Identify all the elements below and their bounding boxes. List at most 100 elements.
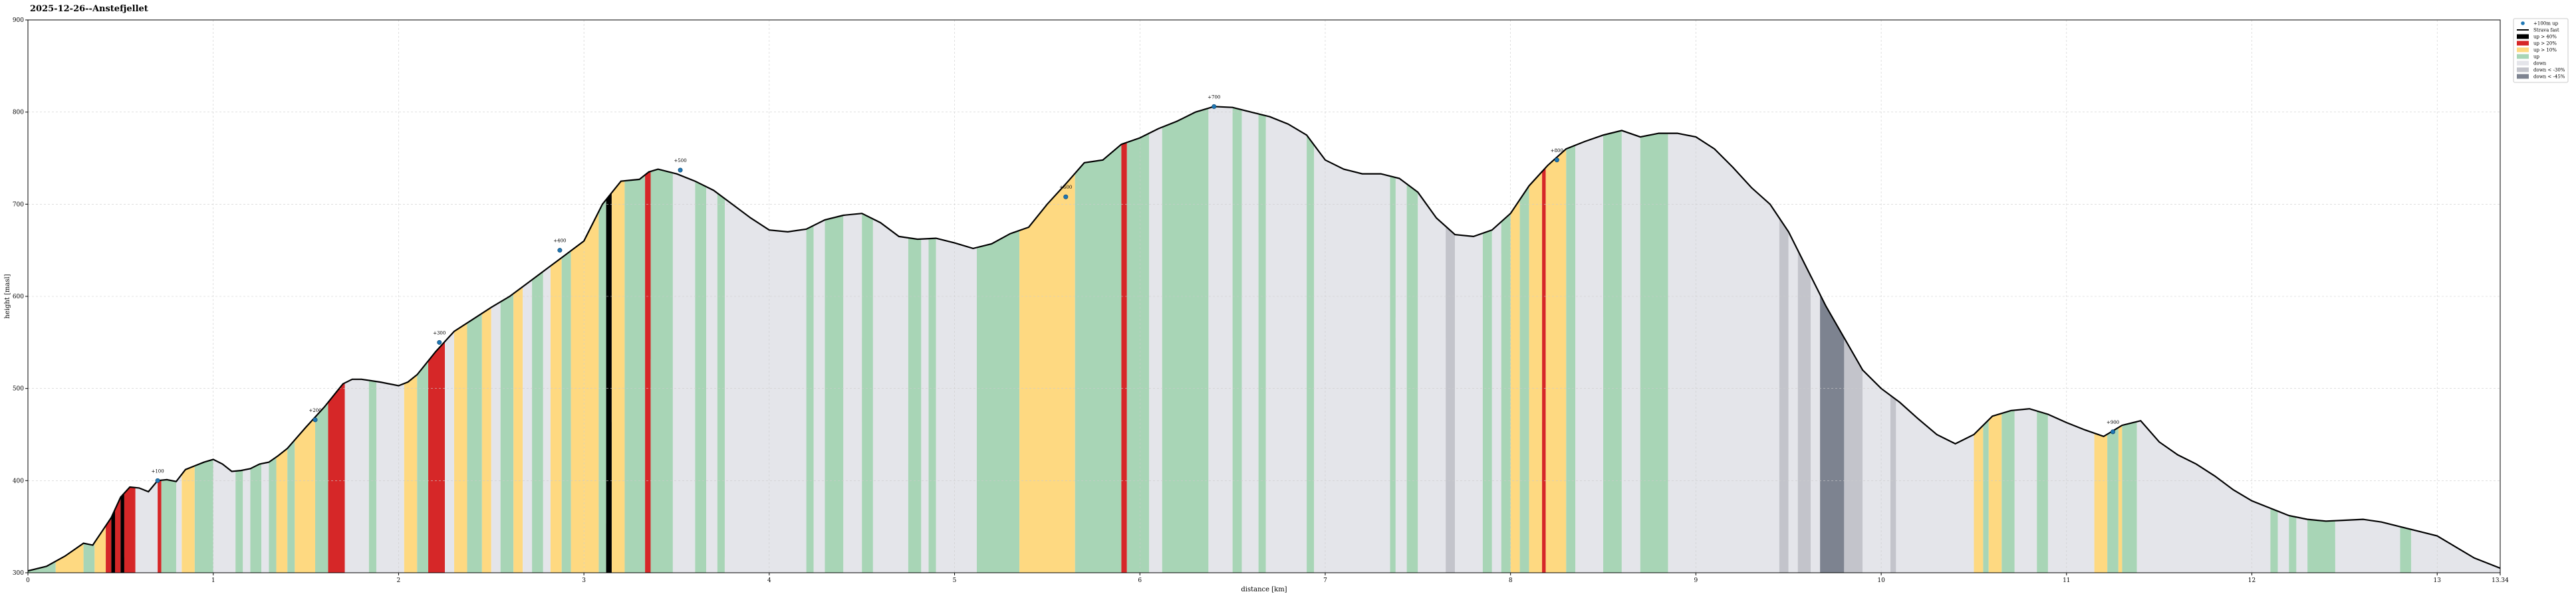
climb-marker: [1212, 104, 1217, 109]
segment-up20: [124, 487, 136, 573]
segment-down: [1896, 399, 1974, 573]
segment-up: [908, 237, 922, 573]
climb-markers: +100 +200 +300 +400 +500 +600 +700 +800 +900: [151, 94, 2119, 483]
segment-down: [872, 219, 908, 573]
climb-marker-label: +800: [1551, 148, 1563, 153]
legend-swatch: [2517, 67, 2529, 72]
segment-up: [467, 313, 482, 573]
climb-marker: [437, 340, 442, 345]
segment-up: [2037, 411, 2048, 573]
y-tick-label: 800: [13, 110, 24, 116]
segment-down: [706, 187, 717, 573]
segment-up: [2289, 516, 2297, 573]
chart-title: 2025-12-26--Anstefjellet: [30, 4, 148, 14]
segment-down30: [1844, 338, 1863, 573]
segment-up: [1501, 213, 1511, 573]
elevation-line: [27, 106, 2501, 572]
segment-up10: [1019, 173, 1075, 573]
segment-up20: [106, 517, 112, 573]
segment-up10: [481, 307, 491, 573]
segment-up10: [550, 257, 562, 573]
segment-up: [532, 271, 543, 573]
segment-down30: [1446, 226, 1456, 573]
segment-down: [176, 474, 182, 573]
y-tick-label: 900: [13, 17, 24, 24]
segment-up10: [276, 448, 288, 573]
segment-down: [1455, 233, 1483, 573]
x-tick-label: 2: [397, 577, 401, 584]
segment-down: [1314, 145, 1390, 573]
segment-up20: [158, 480, 162, 573]
segment-down: [1149, 127, 1162, 573]
x-tick-label: 12: [2248, 577, 2255, 584]
segment-up40: [111, 509, 115, 573]
segment-down: [1575, 135, 1604, 573]
segment-up: [1258, 114, 1266, 573]
segment-up: [500, 293, 514, 573]
climb-marker-label: +300: [433, 330, 446, 336]
segment-up: [624, 175, 646, 573]
legend-swatch: [2517, 74, 2529, 79]
segment-up: [269, 456, 277, 573]
segment-up10: [182, 466, 195, 573]
segment-up: [417, 361, 429, 573]
segment-down: [1668, 133, 1779, 573]
segment-up: [1482, 230, 1492, 573]
segment-up: [368, 380, 376, 573]
segment-up20: [1542, 167, 1546, 573]
x-tick-label: 11: [2063, 577, 2070, 584]
climb-marker: [557, 248, 563, 253]
segment-up10: [1988, 413, 2002, 573]
legend-label: up > 40%: [2533, 35, 2557, 40]
x-tick-label: 10: [1877, 577, 1885, 584]
segment-up: [695, 181, 707, 573]
x-tick-label-end: 13.34: [2492, 577, 2509, 584]
segment-up: [1566, 145, 1576, 573]
segment-up: [561, 250, 571, 573]
segment-down: [213, 459, 236, 573]
legend-label: Strava fast: [2533, 28, 2559, 33]
x-tick-label: 0: [26, 577, 30, 584]
segment-up10: [2094, 433, 2108, 573]
segment-up: [825, 215, 844, 573]
climb-marker-label: +200: [309, 408, 321, 413]
climb-marker-label: +700: [1208, 94, 1220, 100]
segment-up: [1126, 133, 1150, 573]
segment-down: [1395, 177, 1407, 573]
legend-label: down: [2533, 61, 2547, 66]
x-axis-ticks: 0 1 2 3 4 5 6 7 8 9 10 11 12 13 13.34: [26, 573, 2509, 584]
climb-marker: [1063, 194, 1069, 199]
segment-up20: [645, 171, 651, 573]
segment-up: [598, 199, 606, 573]
x-tick-label: 5: [953, 577, 957, 584]
x-tick-label: 8: [1509, 577, 1513, 584]
segment-up40: [606, 193, 612, 573]
segment-down: [135, 480, 158, 573]
segment-up10: [584, 211, 599, 573]
climb-marker: [155, 478, 160, 483]
segment-up10: [611, 181, 625, 573]
legend-label: +100m up: [2533, 21, 2559, 27]
segment-up20: [328, 383, 345, 573]
legend-marker-icon: [2521, 21, 2525, 25]
segment-up10: [404, 374, 418, 573]
segment-up10: [513, 286, 523, 573]
segment-up40: [120, 493, 124, 573]
segment-up10: [1974, 425, 1984, 573]
segment-down: [2277, 511, 2289, 573]
climb-marker-label: +900: [2107, 420, 2119, 425]
segment-down: [813, 219, 825, 573]
segment-down: [843, 213, 862, 573]
segment-up10: [94, 526, 106, 573]
segment-down: [2136, 421, 2271, 573]
legend-label: down < -45%: [2533, 74, 2565, 80]
segment-down: [243, 468, 251, 573]
x-tick-label: 1: [211, 577, 215, 584]
segment-up10: [454, 323, 467, 573]
climb-marker-label: +500: [674, 158, 686, 163]
segment-up: [2122, 421, 2137, 573]
segment-up: [1640, 133, 1668, 573]
segment-up: [2400, 526, 2412, 573]
segment-up: [2270, 508, 2278, 573]
